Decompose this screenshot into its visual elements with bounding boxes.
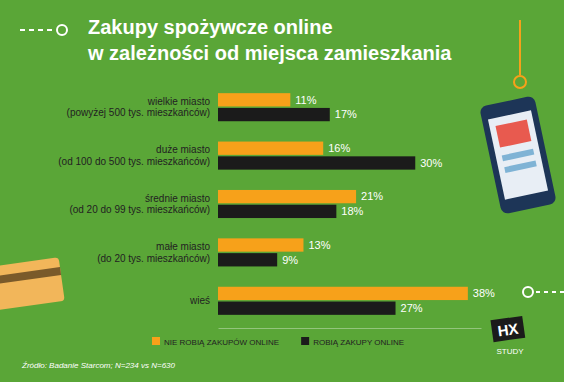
legend-label: NIE ROBIĄ ZAKUPÓW ONLINE (164, 338, 279, 347)
bar (218, 253, 277, 266)
chart: Zakupy spożywcze onlinew zależności od m… (0, 0, 564, 382)
bar (218, 108, 330, 121)
bar (218, 156, 415, 169)
y-tick: duże miasto(od 100 do 500 tys. mieszkańc… (58, 144, 210, 167)
legend-swatch (301, 337, 309, 345)
background (0, 0, 564, 382)
dashed-line (536, 291, 564, 293)
circle-deco (523, 287, 533, 297)
bar (218, 302, 396, 315)
y-tick: małe miasto(do 20 tys. mieszkańców) (97, 241, 210, 264)
data-label: 11% (295, 94, 316, 106)
data-labels: 11% 16% 21% 13% 38% 17% 30% 18% 9% 27% (282, 94, 495, 314)
legend-label: ROBIĄ ZAKUPY ONLINE (313, 338, 404, 347)
legend-item: NIE ROBIĄ ZAKUPÓW ONLINE (152, 337, 279, 347)
data-label: 13% (308, 239, 330, 251)
orange-circle (514, 76, 526, 88)
y-tick-label: duże miasto(od 100 do 500 tys. mieszkańc… (58, 144, 210, 167)
circle-deco (57, 25, 67, 35)
card (0, 257, 65, 311)
x-axis-line (219, 328, 482, 329)
card-stripe (0, 267, 61, 285)
data-label: 27% (401, 302, 423, 314)
legend-item: ROBIĄ ZAKUPY ONLINE (301, 337, 404, 347)
y-tick: wieś (189, 295, 210, 306)
logo-box (490, 316, 525, 342)
y-tick: wielkie miasto(powyżej 500 tys. mieszkań… (67, 96, 211, 119)
y-tick-label: małe miasto(do 20 tys. mieszkańców) (97, 241, 210, 264)
bar (218, 142, 323, 155)
y-tick-label: wielkie miasto(powyżej 500 tys. mieszkań… (67, 96, 211, 119)
legend: NIE ROBIĄ ZAKUPÓW ONLINE ROBIĄ ZAKUPY ONL… (152, 337, 404, 347)
x-axis (219, 328, 482, 329)
data-label: 18% (341, 205, 363, 217)
phone-line (502, 149, 535, 162)
data-label: 21% (361, 190, 383, 202)
data-label: 38% (473, 287, 495, 299)
logo-subtext: STUDY (496, 347, 524, 356)
decorations (0, 20, 564, 311)
phone-line (504, 160, 537, 173)
phone (479, 95, 557, 214)
source: Źródło: Badanie Starcom; N=234 vs N=630 (21, 361, 176, 370)
legend-swatch (152, 337, 160, 345)
bar (218, 287, 468, 300)
dashed-line (20, 29, 55, 31)
bar (218, 238, 303, 251)
bar (218, 93, 290, 106)
logo: HX STUDY (490, 316, 525, 356)
y-tick: średnie miasto(od 20 do 99 tys. mieszkań… (69, 193, 210, 216)
bars (218, 93, 468, 315)
orange-line (519, 20, 521, 75)
y-axis: wielkie miasto(powyżej 500 tys. mieszkań… (58, 96, 210, 306)
data-label: 17% (335, 108, 357, 120)
title: Zakupy spożywcze onlinew zależności od m… (87, 16, 452, 64)
bar (218, 190, 356, 203)
bar (218, 205, 336, 218)
data-label: 9% (282, 254, 298, 266)
phone-block (495, 119, 531, 147)
y-tick-label: średnie miasto(od 20 do 99 tys. mieszkań… (69, 193, 210, 216)
data-label: 16% (328, 142, 350, 154)
y-tick-label: wieś (189, 295, 210, 306)
phone-screen (488, 110, 548, 199)
logo-text: HX (496, 320, 519, 340)
data-label: 30% (420, 157, 442, 169)
